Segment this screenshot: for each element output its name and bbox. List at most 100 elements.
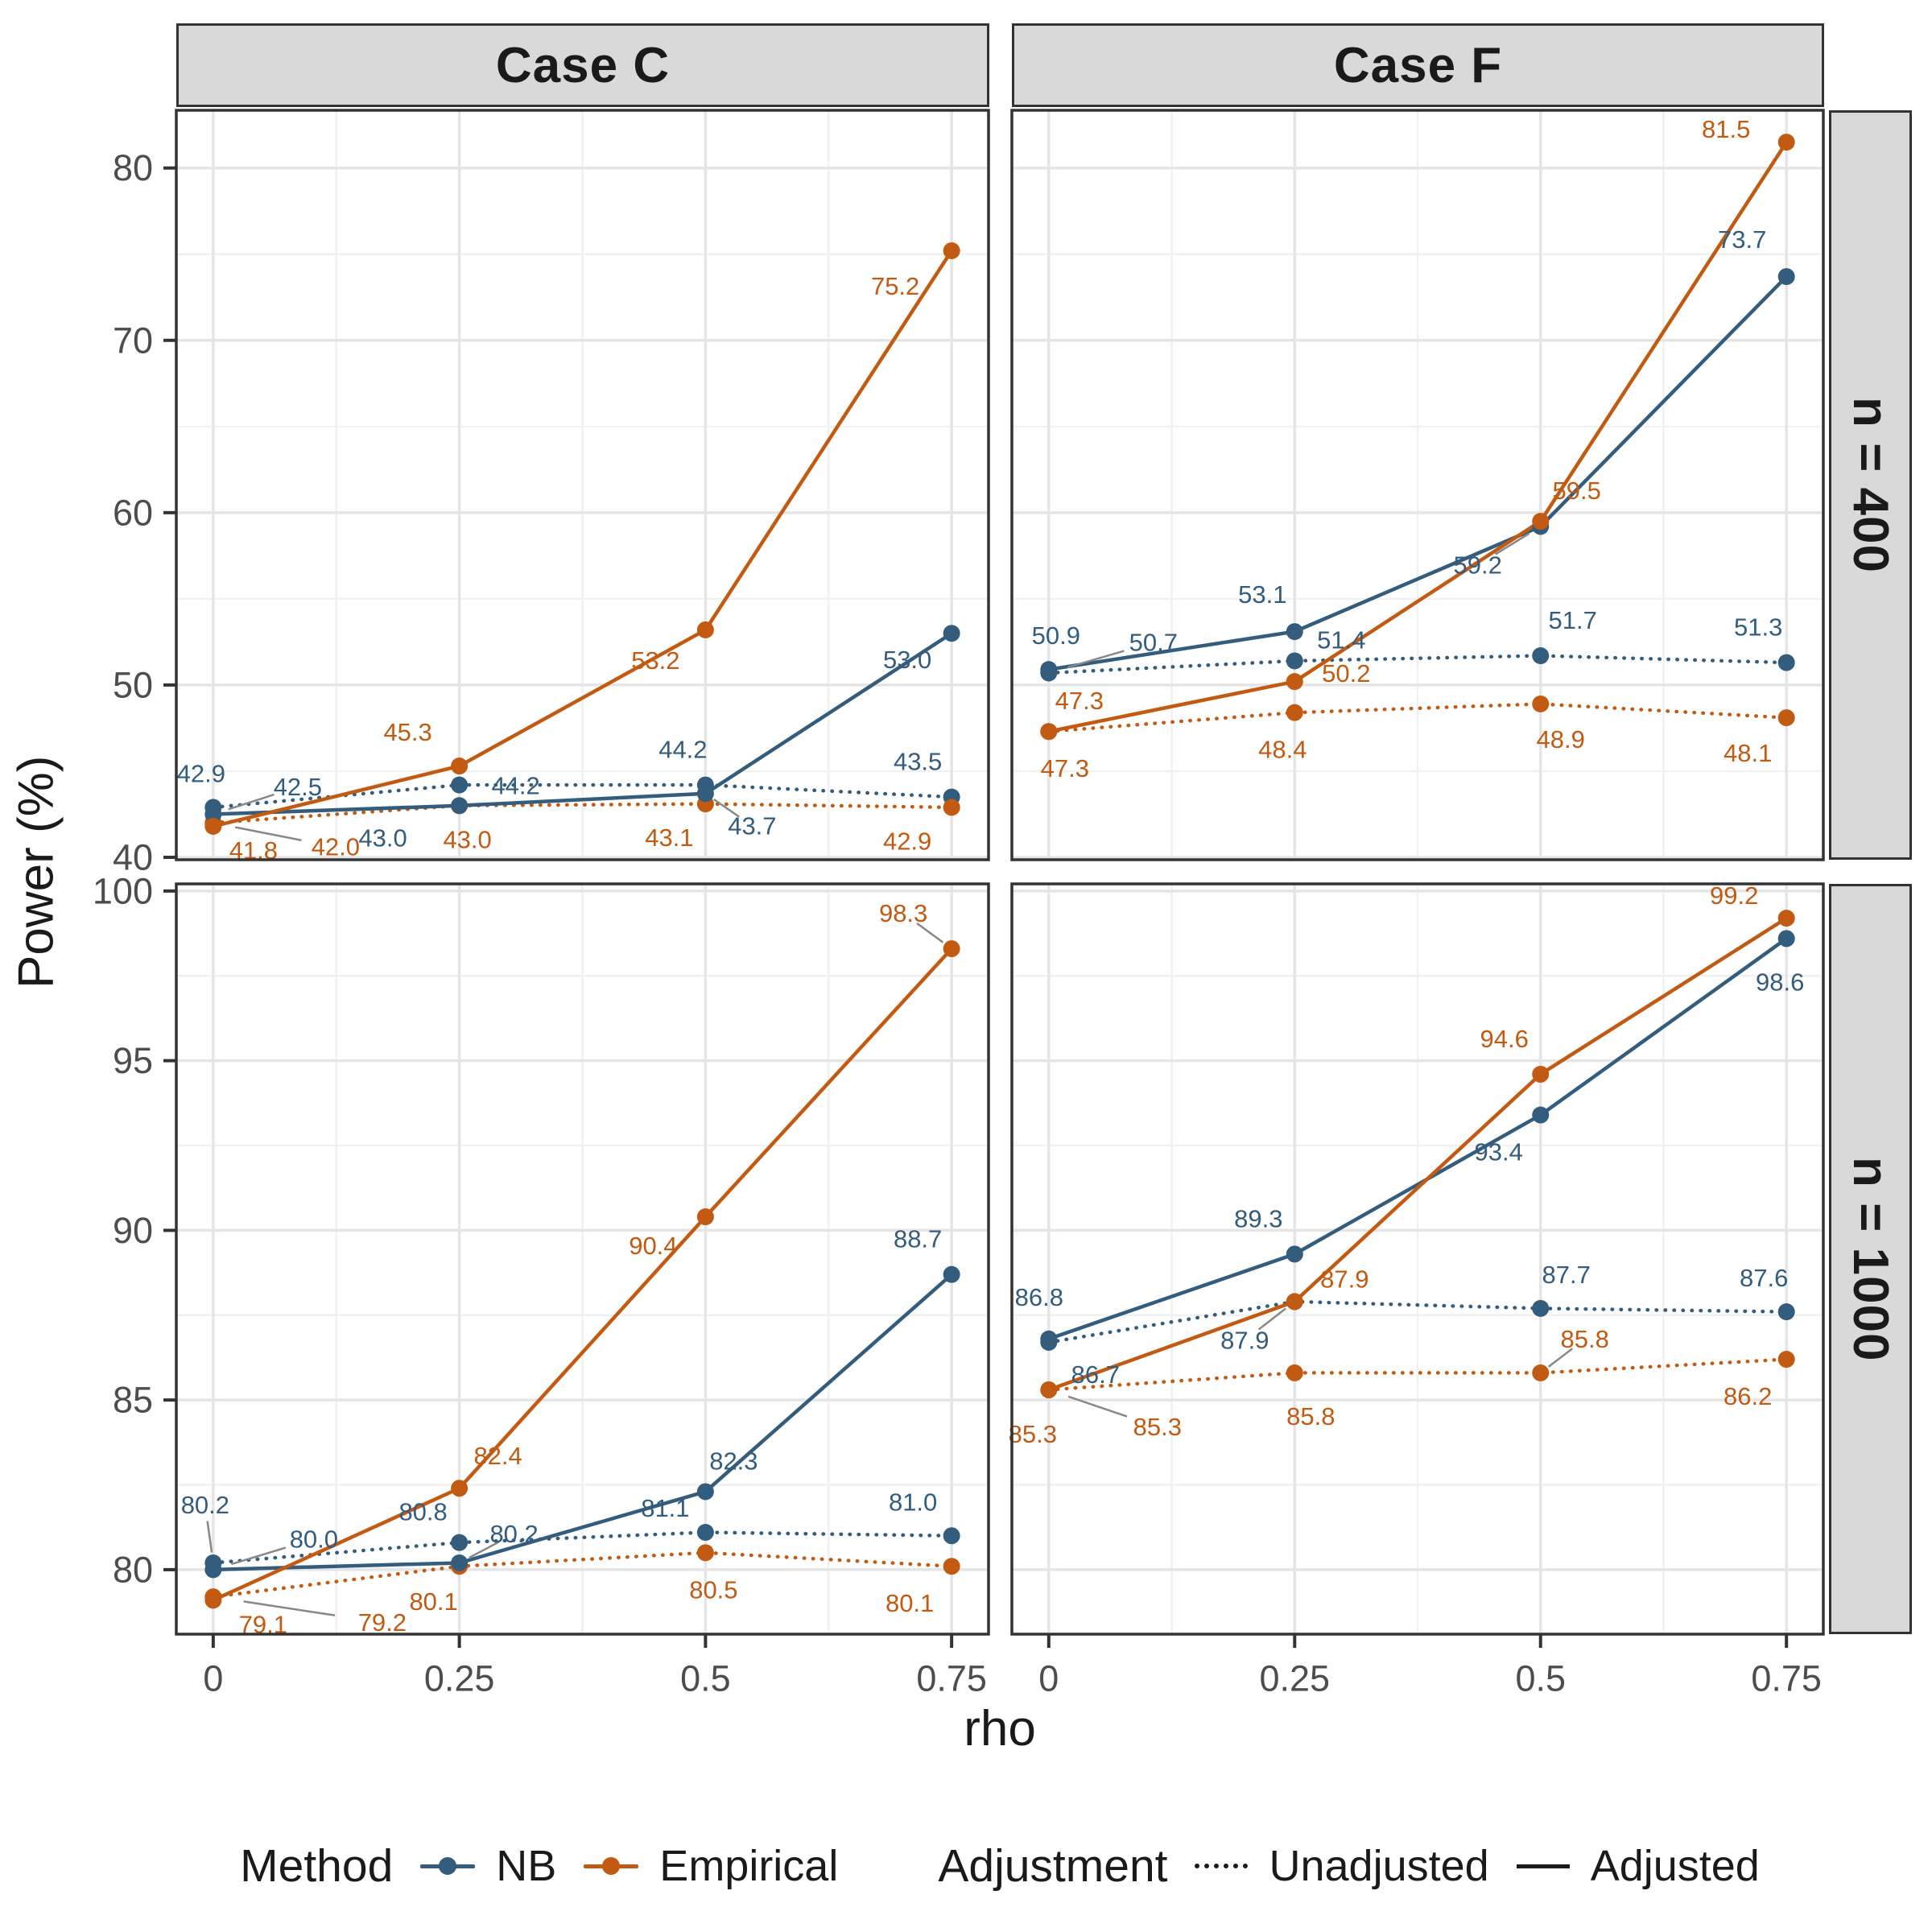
value-label: 50.7: [1129, 628, 1178, 656]
value-label: 59.5: [1553, 477, 1601, 505]
data-point: [1286, 1293, 1303, 1311]
panel-border: [1010, 882, 1825, 1636]
data-point: [696, 621, 714, 638]
y-axis-tick-label: 100: [93, 870, 153, 911]
data-point: [1532, 647, 1550, 665]
data-point: [1532, 1299, 1550, 1317]
data-point: [1777, 654, 1795, 671]
value-label: 50.9: [1032, 621, 1080, 650]
data-point: [1286, 1245, 1303, 1263]
y-axis-tick-label: 85: [113, 1380, 153, 1421]
series-line-nb-unadjusted: [1046, 1299, 1789, 1344]
label-leader-line: [231, 1546, 287, 1566]
series-line-empirical-adjusted: [1048, 916, 1788, 1392]
label-leader-line: [243, 1600, 336, 1616]
value-label: 75.2: [871, 272, 919, 300]
data-point: [451, 758, 469, 775]
value-label: 80.2: [489, 1520, 538, 1548]
legend-adjustment-title: Adjustment: [938, 1840, 1168, 1892]
series-line-nb-adjusted: [213, 1273, 953, 1572]
label-leader-line: [1067, 650, 1125, 669]
value-label: 51.3: [1734, 613, 1782, 642]
value-label: 86.2: [1724, 1382, 1772, 1410]
y-axis-tick-label: 40: [113, 837, 153, 878]
facet-strip-label: Case F: [1333, 37, 1503, 93]
value-label: 85.8: [1561, 1325, 1609, 1353]
data-point: [204, 817, 222, 835]
facet-strip-case-c: Case C: [176, 23, 989, 107]
value-label: 88.7: [894, 1225, 942, 1253]
value-label: 87.7: [1542, 1261, 1591, 1289]
value-label: 90.4: [629, 1232, 677, 1260]
value-label: 43.0: [358, 824, 407, 852]
value-label: 85.3: [1009, 1420, 1057, 1448]
legend-label-unadjusted: Unadjusted: [1269, 1842, 1489, 1890]
data-point: [1040, 1381, 1058, 1398]
x-axis-tick-label: 0.75: [1751, 1658, 1822, 1699]
data-point: [451, 1534, 469, 1551]
value-label: 48.4: [1258, 736, 1307, 764]
series-line-nb-unadjusted: [1046, 654, 1789, 675]
value-label: 85.3: [1133, 1413, 1182, 1441]
legend-item-nb: NB: [420, 1841, 556, 1891]
data-point: [1777, 709, 1795, 727]
label-leader-line: [1494, 532, 1530, 555]
data-point: [1777, 1303, 1795, 1321]
data-point: [451, 1554, 469, 1571]
nb-line-key-icon: [420, 1854, 476, 1878]
data-point: [451, 1480, 469, 1497]
legend-item-adjusted: Adjusted: [1516, 1841, 1760, 1891]
value-label: 48.1: [1724, 739, 1772, 767]
label-leader-line: [713, 798, 740, 818]
value-label: 81.1: [641, 1494, 689, 1522]
y-axis-tick-label: 80: [113, 1549, 153, 1590]
x-axis-tick-label: 0.25: [424, 1658, 495, 1699]
data-point: [1286, 623, 1303, 641]
facet-strip-case-f: Case F: [1012, 23, 1824, 107]
value-label: 51.7: [1549, 606, 1597, 634]
data-point: [1286, 673, 1303, 691]
series-line-empirical-unadjusted: [1046, 1357, 1789, 1392]
data-point: [1532, 1065, 1550, 1083]
value-label: 82.4: [473, 1442, 522, 1470]
value-label: 80.2: [181, 1491, 229, 1519]
value-label: 42.9: [177, 759, 225, 787]
series-line-empirical-unadjusted: [211, 802, 954, 825]
data-point: [1532, 513, 1550, 530]
value-label: 59.2: [1454, 551, 1502, 579]
value-label: 93.4: [1475, 1138, 1523, 1166]
value-label: 43.5: [894, 748, 942, 776]
label-leader-line: [1067, 1395, 1128, 1418]
data-point: [204, 1591, 222, 1609]
label-leader-line: [1257, 1307, 1286, 1331]
value-label: 80.5: [689, 1575, 737, 1604]
label-leader-line: [206, 1521, 213, 1553]
series-line-empirical-adjusted: [213, 250, 954, 828]
value-label: 81.0: [889, 1488, 937, 1516]
value-label: 43.0: [443, 825, 491, 853]
value-label: 80.8: [398, 1498, 447, 1526]
series-line-empirical-adjusted: [1048, 141, 1789, 733]
dotted-line-key-icon: [1195, 1864, 1249, 1868]
data-point: [1777, 268, 1795, 286]
value-label: 85.8: [1286, 1402, 1335, 1430]
data-point: [943, 799, 960, 816]
data-point: [1040, 661, 1058, 679]
value-label: 81.5: [1702, 115, 1750, 143]
value-label: 53.0: [883, 646, 931, 674]
x-axis-tick-label: 0: [1038, 1658, 1059, 1699]
x-axis-tick-label: 0.5: [680, 1658, 731, 1699]
data-point: [943, 1265, 960, 1283]
data-point: [451, 797, 469, 815]
y-axis-title: Power (%): [8, 755, 64, 989]
data-point: [204, 1561, 222, 1579]
series-line-nb-adjusted: [1048, 275, 1788, 671]
data-point: [1532, 1106, 1550, 1124]
facet-strip-label: n = 1000: [1843, 1156, 1898, 1362]
label-leader-line: [1547, 1348, 1574, 1368]
facet-strip-label: n = 400: [1843, 397, 1898, 573]
value-label: 53.1: [1238, 580, 1286, 609]
y-axis-tick-label: 95: [113, 1040, 153, 1081]
data-point: [943, 625, 960, 642]
